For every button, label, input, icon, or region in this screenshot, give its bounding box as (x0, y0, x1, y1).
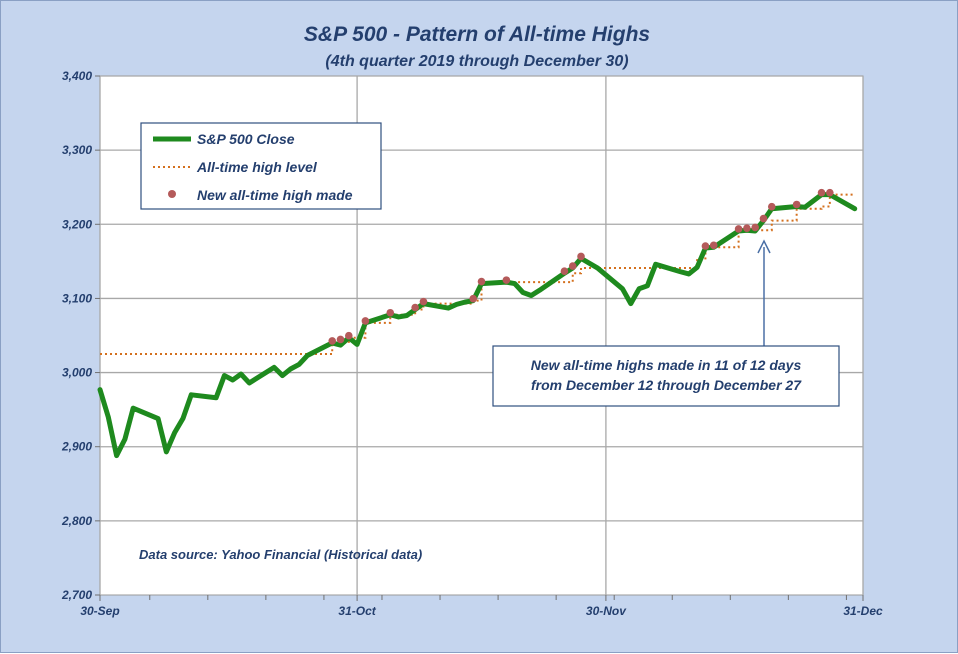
ath-marker (336, 335, 345, 344)
ath-marker (560, 267, 569, 276)
ath-marker (469, 294, 478, 303)
ath-marker (817, 188, 826, 197)
legend: S&P 500 Close All-time high level New al… (140, 122, 382, 210)
legend-swatch-ath-marker (168, 190, 176, 198)
y-tick-label: 2,800 (61, 514, 92, 528)
ath-marker (477, 277, 486, 286)
annotation-box (492, 345, 840, 407)
x-tick-label: 31-Oct (338, 604, 376, 618)
y-tick-label: 3,100 (62, 291, 92, 305)
y-tick-label: 3,200 (62, 217, 92, 231)
new-all-time-high-series (328, 188, 834, 345)
ath-marker (345, 331, 353, 340)
ath-marker (767, 202, 776, 211)
annotation-arrow-head (757, 239, 771, 254)
ath-marker (709, 241, 718, 250)
ath-marker (568, 262, 577, 270)
ath-marker (328, 337, 337, 345)
ath-marker (751, 223, 759, 232)
sp500-close-series (97, 192, 858, 459)
y-axis-ticks: 2,700 2,800 2,900 3,000 3,100 3,200 3,300 3,400 (61, 69, 100, 602)
y-tick-label: 3,000 (62, 366, 92, 380)
y-tick-label: 3,300 (62, 143, 92, 157)
annotation-callout: New all-time highs made in 11 of 12 days… (492, 239, 840, 407)
ath-marker (411, 303, 419, 312)
annotation-line-2: from December 12 through December 27 (531, 377, 802, 393)
ath-marker (386, 308, 395, 317)
annotation-line-1: New all-time highs made in 11 of 12 days (531, 357, 802, 373)
ath-marker (759, 214, 768, 223)
y-tick-label: 2,700 (61, 588, 92, 602)
x-tick-label: 30-Nov (586, 604, 627, 618)
legend-label-ath-marker: New all-time high made (197, 187, 353, 203)
ath-marker (701, 242, 710, 250)
x-tick-label: 31-Dec (843, 604, 883, 618)
y-tick-label: 3,400 (62, 69, 92, 83)
ath-marker (419, 297, 428, 306)
ath-marker (502, 276, 511, 284)
ath-marker (826, 188, 834, 197)
chart-title: S&P 500 - Pattern of All-time Highs (304, 23, 650, 46)
legend-label-ath-level: All-time high level (196, 159, 318, 175)
y-tick-label: 2,900 (61, 440, 92, 454)
ath-marker (361, 317, 370, 325)
x-tick-label: 30-Sep (80, 604, 119, 618)
ath-marker (743, 224, 751, 233)
data-source-note: Data source: Yahoo Financial (Historical… (139, 547, 422, 562)
legend-label-close: S&P 500 Close (197, 131, 295, 147)
x-axis-ticks: 30-Sep 31-Oct 30-Nov 31-Dec (80, 595, 883, 618)
close-line (97, 192, 858, 459)
chart-subtitle: (4th quarter 2019 through December 30) (325, 53, 628, 70)
ath-marker (734, 225, 743, 233)
ath-marker (577, 252, 585, 261)
ath-marker (792, 200, 801, 209)
